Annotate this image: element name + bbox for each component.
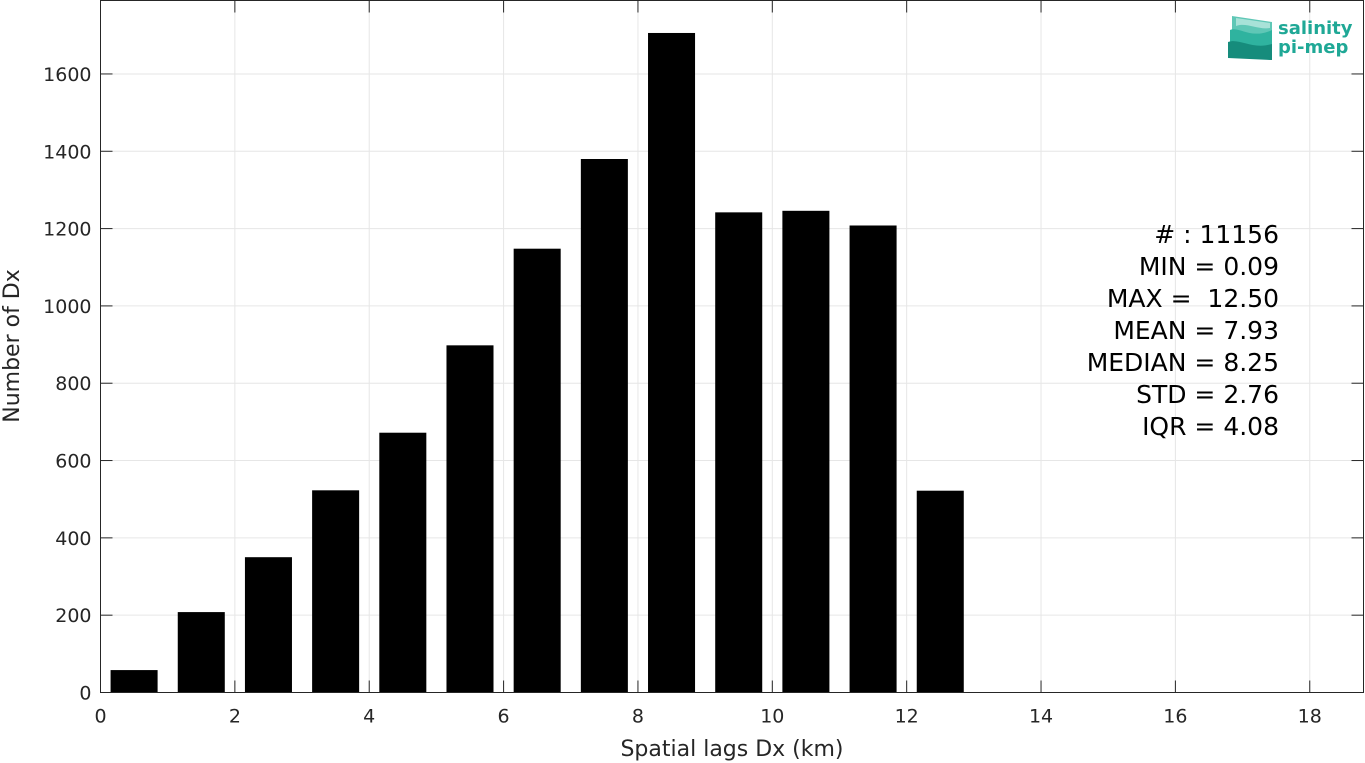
bars — [110, 32, 964, 693]
x-axis-ticks: 0 2 4 6 8 10 12 14 16 18 — [94, 0, 1322, 728]
bar — [513, 248, 561, 693]
stat-line: MEAN = 7.93 — [1113, 316, 1279, 345]
bar — [648, 32, 696, 693]
bar — [446, 345, 494, 693]
y-tick-label: 1200 — [43, 219, 91, 241]
y-tick-label: 600 — [55, 451, 91, 473]
stat-line: IQR = 4.08 — [1142, 412, 1279, 441]
logo-text-pimep: pi-mep — [1278, 37, 1348, 58]
x-axis-label: Spatial lags Dx (km) — [620, 737, 843, 762]
plot-frame — [100, 0, 1364, 693]
y-tick-label: 400 — [55, 528, 91, 550]
bar — [916, 490, 964, 693]
x-tick-label: 0 — [94, 706, 106, 728]
y-tick-label: 200 — [55, 605, 91, 627]
x-tick-label: 18 — [1298, 706, 1322, 728]
salinity-pimep-logo: salinity pi-mep — [1228, 16, 1353, 60]
bar — [177, 612, 225, 693]
statistics-annotation: # : 11156 MIN = 0.09 MAX = 12.50 MEAN = 7.9… — [1087, 220, 1279, 441]
y-axis-label: Number of Dx — [0, 269, 25, 423]
x-tick-label: 16 — [1163, 706, 1187, 728]
logo-text-salinity: salinity — [1278, 18, 1353, 39]
x-tick-label: 8 — [632, 706, 644, 728]
x-tick-label: 14 — [1029, 706, 1053, 728]
bar — [782, 210, 830, 693]
stat-line: MIN = 0.09 — [1139, 252, 1279, 281]
y-axis-ticks: 0 200 400 600 800 1000 1200 1400 1600 — [43, 64, 1364, 705]
bar — [312, 490, 360, 693]
stat-line: MAX = 12.50 — [1107, 284, 1279, 313]
y-tick-label: 1000 — [43, 296, 91, 318]
bar — [849, 225, 897, 693]
y-tick-label: 1400 — [43, 141, 91, 163]
wave-logo-icon — [1228, 16, 1272, 60]
x-tick-label: 12 — [895, 706, 919, 728]
x-tick-label: 10 — [760, 706, 784, 728]
bar — [379, 432, 427, 693]
y-tick-label: 0 — [79, 683, 91, 705]
bar — [715, 212, 763, 693]
bar — [110, 670, 158, 693]
x-tick-label: 4 — [363, 706, 375, 728]
stat-line: MEDIAN = 8.25 — [1087, 348, 1279, 377]
x-tick-label: 6 — [498, 706, 510, 728]
stat-line: # : 11156 — [1154, 220, 1279, 249]
x-tick-label: 2 — [229, 706, 241, 728]
y-tick-label: 1600 — [43, 64, 91, 86]
bar — [580, 159, 628, 693]
bar — [244, 557, 292, 693]
stat-line: STD = 2.76 — [1136, 380, 1279, 409]
y-tick-label: 800 — [55, 373, 91, 395]
